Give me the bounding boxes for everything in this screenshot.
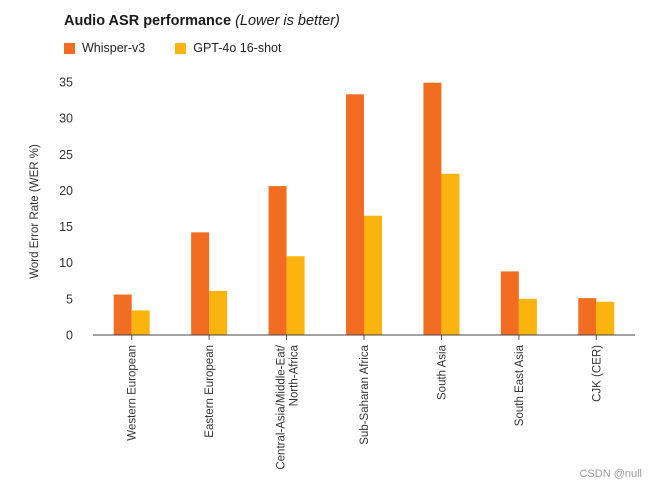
y-tick-label-2: 10 — [59, 256, 73, 270]
bar-2-4 — [364, 215, 382, 335]
y-tick-label-1: 5 — [66, 292, 73, 306]
legend: Whisper-v3 GPT-4o 16-shot — [64, 41, 281, 55]
chart-subtitle: (Lower is better) — [235, 13, 340, 29]
bar-1-1 — [113, 294, 132, 335]
x-tick-label-2: Eastern European — [204, 345, 216, 438]
bar-2-2 — [209, 290, 228, 335]
bar-1-3 — [268, 186, 287, 335]
legend-item-series-2: GPT-4o 16-shot — [175, 41, 281, 55]
bar-2-3 — [286, 256, 305, 335]
y-tick-label-6: 30 — [59, 112, 73, 126]
x-tick-label-4: Sub-Saharan Africa — [359, 344, 371, 444]
y-tick-label-3: 15 — [59, 220, 73, 234]
y-tick-label-5: 25 — [59, 148, 73, 162]
bar-2-5 — [441, 173, 460, 335]
legend-swatch-series-1 — [64, 42, 75, 54]
y-tick-label-4: 20 — [59, 184, 73, 198]
legend-item-series-1: Whisper-v3 — [64, 41, 145, 55]
bar-1-7 — [578, 298, 597, 335]
bar-2-1 — [131, 310, 150, 335]
y-tick-label-0: 0 — [66, 329, 73, 343]
y-tick-label-7: 35 — [59, 76, 73, 90]
y-axis-label: Word Error Rate (WER %) — [29, 144, 41, 279]
x-tick-label-7: CJK (CER) — [591, 345, 603, 402]
chart-title-main: Audio ASR performance — [64, 13, 232, 29]
bar-1-4 — [346, 94, 364, 335]
x-tick-label-1: Western European — [127, 345, 139, 441]
chart-title: Audio ASR performance (Lower is better) — [64, 13, 340, 29]
x-tick-label-5: South Asia — [436, 344, 448, 400]
x-tick-label-3: Central-Asia/Middle-Eat/North-Africa — [276, 344, 301, 469]
legend-label-series-2: GPT-4o 16-shot — [193, 41, 282, 55]
watermark: CSDN @null — [579, 468, 642, 480]
bar-2-6 — [518, 298, 537, 335]
legend-swatch-series-2 — [175, 42, 187, 54]
legend-label-series-1: Whisper-v3 — [82, 41, 146, 55]
bar-1-6 — [500, 271, 519, 335]
x-tick-label-6: South East Asia — [514, 344, 526, 426]
bar-1-5 — [423, 82, 442, 335]
bar-1-2 — [191, 232, 210, 335]
bar-2-7 — [596, 301, 615, 335]
